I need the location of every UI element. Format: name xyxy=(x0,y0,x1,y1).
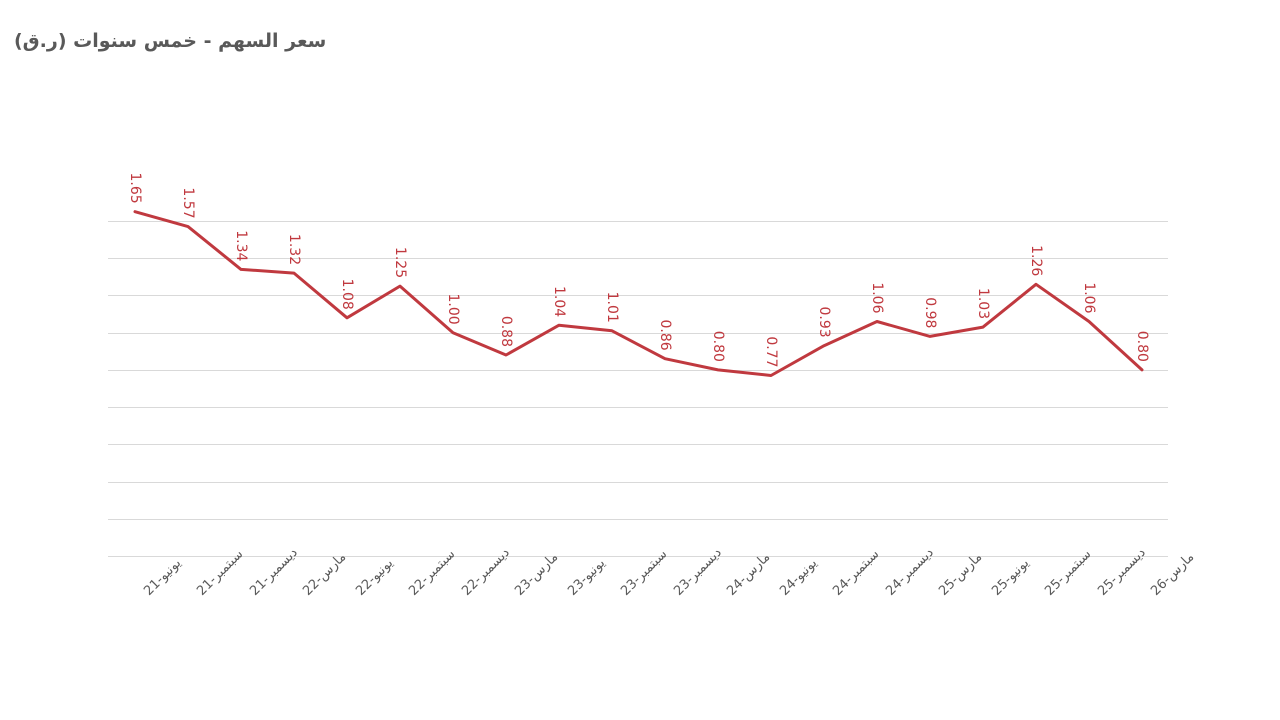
data-label: 1.04 xyxy=(551,286,567,317)
x-tick-label: يونيو-21 xyxy=(141,556,184,599)
series-line-layer xyxy=(133,210,1144,377)
x-tick-label: سبتمبر-21 xyxy=(194,547,246,599)
data-label: 0.86 xyxy=(657,320,673,351)
x-axis-tick-labels: يونيو-21سبتمبر-21ديسمبر-21مارس-22يونيو-2… xyxy=(141,545,1197,599)
x-tick-label: يونيو-23 xyxy=(565,556,608,599)
x-tick-label: سبتمبر-25 xyxy=(1042,547,1094,599)
data-label: 1.06 xyxy=(1081,282,1097,313)
series-line xyxy=(133,210,1144,377)
data-label: 0.93 xyxy=(816,307,832,338)
x-tick-label: مارس-25 xyxy=(936,550,985,599)
data-label: 1.01 xyxy=(604,292,620,323)
gridlines xyxy=(108,221,1168,557)
data-label: 0.88 xyxy=(498,316,514,347)
x-tick-label: ديسمبر-24 xyxy=(883,545,937,599)
x-tick-label: مارس-24 xyxy=(724,550,773,599)
data-label: 1.57 xyxy=(180,187,196,218)
x-tick-label: سبتمبر-22 xyxy=(406,547,458,599)
data-label: 1.06 xyxy=(869,282,885,313)
data-label: 1.32 xyxy=(286,234,302,265)
x-tick-label: ديسمبر-21 xyxy=(247,545,301,599)
x-tick-label: يونيو-24 xyxy=(777,556,820,599)
x-tick-label: مارس-23 xyxy=(512,550,561,599)
x-tick-label: مارس-22 xyxy=(300,550,349,599)
data-label: 1.34 xyxy=(233,230,249,261)
data-label: 1.08 xyxy=(339,279,355,310)
chart-title: سعر السهم - خمس سنوات (ر.ق) xyxy=(14,30,327,52)
x-tick-label: سبتمبر-23 xyxy=(618,547,670,599)
x-tick-label: ديسمبر-23 xyxy=(671,545,725,599)
x-tick-label: مارس-26 xyxy=(1148,550,1197,599)
x-tick-label: ديسمبر-22 xyxy=(459,545,513,599)
x-tick-label: يونيو-22 xyxy=(353,556,396,599)
data-label: 0.80 xyxy=(1134,331,1150,362)
data-label: 1.03 xyxy=(975,288,991,319)
data-label: 1.26 xyxy=(1028,245,1044,276)
data-label: 1.65 xyxy=(127,173,143,204)
x-tick-label: ديسمبر-25 xyxy=(1095,545,1149,599)
x-tick-label: يونيو-25 xyxy=(989,556,1032,599)
x-tick-label: سبتمبر-24 xyxy=(830,547,882,599)
data-labels: 1.65 1.57 1.34 1.32 1.08 1.25 1.00 0.88 1.04 1.01… xyxy=(127,173,1150,368)
data-label: 1.25 xyxy=(392,247,408,278)
data-label: 1.00 xyxy=(445,294,461,325)
data-label: 0.77 xyxy=(763,336,779,367)
data-label: 0.80 xyxy=(710,331,726,362)
data-label: 0.98 xyxy=(922,297,938,328)
